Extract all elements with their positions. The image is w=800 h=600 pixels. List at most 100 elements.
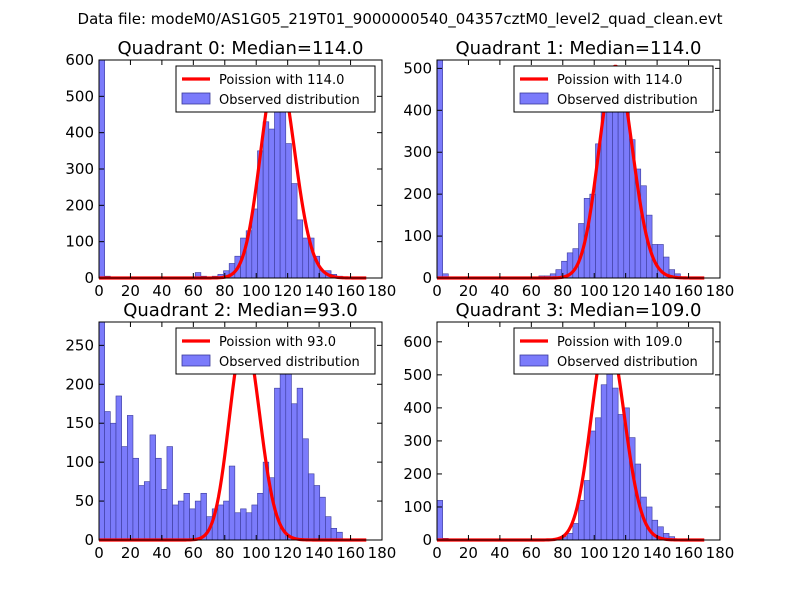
y-tick-label: 100 [403, 498, 432, 516]
x-tick-label: 40 [490, 544, 509, 562]
subplot-title: Quadrant 2: Median=93.0 [123, 300, 358, 321]
histogram-bar [595, 417, 602, 541]
legend: Poission with 114.0 Observed distribution [175, 65, 376, 113]
histogram-bar [104, 411, 111, 541]
y-tick-label: 300 [65, 160, 94, 178]
x-tick-label: 100 [242, 544, 271, 562]
histogram-bar [623, 110, 630, 279]
legend-label-observed: Observed distribution [557, 93, 698, 108]
legend-label-observed: Observed distribution [219, 93, 360, 108]
subplot-quadrant-2: 0 20 40 60 80 100 120 140 160 180050100150200250Q… [65, 300, 396, 562]
histogram-bar [194, 500, 202, 541]
x-tick-label: 120 [611, 282, 640, 300]
x-tick-label: 140 [643, 544, 672, 562]
subplot-quadrant-0: 0 20 40 60 80 100 120 140 160 1800100200300400500… [65, 38, 396, 300]
histogram-bar [160, 489, 168, 541]
y-tick-label: 250 [65, 336, 94, 354]
legend: Poission with 93.0 Observed distribution [175, 327, 376, 375]
y-tick-label: 0 [422, 531, 432, 549]
x-tick-label: 120 [273, 544, 302, 562]
histogram-bar [217, 504, 224, 541]
histogram-bar [296, 387, 304, 541]
x-tick-label: 0 [432, 282, 442, 300]
x-tick-label: 180 [368, 544, 397, 562]
y-tick-label: 200 [403, 465, 432, 483]
histogram-bars [98, 321, 343, 541]
y-tick-label: 150 [65, 414, 94, 432]
histogram-bar [98, 321, 105, 541]
x-tick-label: 160 [674, 544, 703, 562]
histogram-bar [612, 387, 619, 541]
x-tick-label: 60 [184, 544, 203, 562]
histogram-bar [589, 430, 596, 541]
legend-label-observed: Observed distribution [219, 355, 360, 370]
histogram-bar [240, 508, 247, 541]
histogram-bar [228, 465, 236, 541]
histogram-bar [172, 504, 179, 541]
histogram-bar [302, 237, 309, 279]
subplot-quadrant-3: 0 20 40 60 80 100 120 140 160 1800100200300400500… [403, 300, 734, 562]
histogram-bar [177, 500, 185, 541]
y-tick-label: 300 [403, 432, 432, 450]
histogram-bar [436, 500, 443, 541]
x-tick-label: 80 [215, 282, 234, 300]
x-tick-label: 60 [184, 282, 203, 300]
x-tick-label: 160 [336, 282, 365, 300]
histogram-bar [149, 434, 156, 541]
histogram-bars [436, 344, 676, 541]
y-tick-label: 600 [65, 51, 94, 69]
legend-label-poisson: Poission with 114.0 [557, 73, 682, 88]
subplot-title: Quadrant 0: Median=114.0 [118, 38, 364, 59]
x-tick-label: 120 [611, 544, 640, 562]
subplot-title: Quadrant 3: Median=109.0 [456, 300, 702, 321]
histogram-bar [155, 457, 162, 541]
y-tick-label: 0 [84, 269, 94, 287]
axes-frame [98, 321, 383, 541]
x-tick-label: 40 [152, 544, 171, 562]
histogram-bar [291, 403, 298, 541]
histogram-bar [308, 473, 315, 541]
histogram-bar [600, 384, 608, 541]
subplot-quadrant-1: 0 20 40 60 80 100 120 140 160 1800100200300400500… [403, 38, 734, 300]
x-tick-label: 100 [580, 544, 609, 562]
x-tick-label: 20 [121, 544, 140, 562]
x-tick-label: 20 [121, 282, 140, 300]
histogram-bar [612, 110, 619, 279]
legend-label-poisson: Poission with 114.0 [219, 73, 344, 88]
histogram-bar [617, 414, 625, 541]
histogram-bar [606, 84, 613, 279]
x-tick-label: 40 [490, 282, 509, 300]
x-tick-label: 0 [94, 282, 104, 300]
y-tick-label: 500 [65, 87, 94, 105]
y-tick-label: 300 [403, 143, 432, 161]
histogram-bar [285, 143, 292, 279]
legend-label-poisson: Poission with 93.0 [219, 335, 336, 350]
x-tick-label: 140 [643, 282, 672, 300]
histogram-bar [572, 523, 579, 541]
x-tick-label: 180 [706, 282, 735, 300]
x-tick-label: 0 [94, 544, 104, 562]
histogram-bar [285, 352, 292, 541]
histogram-bar [234, 512, 241, 541]
x-tick-label: 180 [368, 282, 397, 300]
histogram-bar [257, 492, 264, 541]
x-tick-label: 160 [674, 282, 703, 300]
y-tick-label: 100 [65, 233, 94, 251]
histogram-bar [566, 533, 574, 541]
y-tick-label: 50 [75, 492, 94, 510]
x-tick-label: 140 [305, 544, 334, 562]
legend-bar-swatch [181, 354, 211, 367]
subplot-title: Quadrant 1: Median=114.0 [456, 38, 702, 59]
histogram-bar [296, 219, 304, 279]
histogram-bar [110, 422, 117, 541]
histogram-bar [319, 496, 326, 541]
x-tick-label: 180 [706, 544, 735, 562]
histogram-bar [127, 415, 134, 541]
y-tick-label: 500 [403, 366, 432, 384]
legend-label-observed: Observed distribution [557, 355, 698, 370]
histogram-bar [121, 446, 128, 541]
y-tick-label: 0 [422, 269, 432, 287]
x-tick-label: 100 [242, 282, 271, 300]
x-tick-label: 160 [336, 544, 365, 562]
x-tick-label: 80 [215, 544, 234, 562]
